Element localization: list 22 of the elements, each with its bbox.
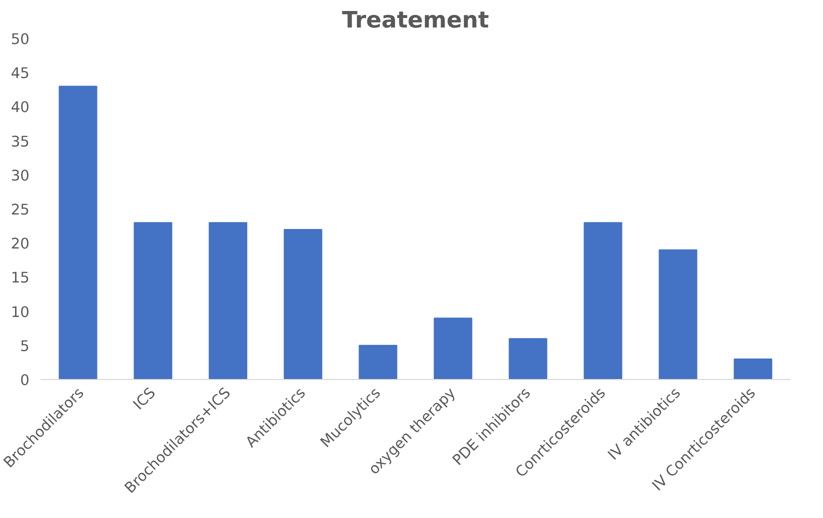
bar [658,249,698,380]
bar [358,344,398,380]
bar [508,338,548,380]
y-tick-label: 0 [20,372,30,389]
bar [208,222,248,380]
y-tick-label: 35 [10,133,30,150]
bar [134,222,172,380]
bar [584,222,622,380]
y-tick-label: 25 [10,202,30,218]
bar [434,318,472,380]
y-tick-label: 5 [20,338,30,355]
y-tick-label: 50 [10,31,30,48]
bar [734,358,772,380]
bar [58,86,98,380]
y-tick-label: 45 [10,65,30,82]
y-tick-label: 20 [10,236,30,253]
y-tick-label: 40 [10,99,30,116]
bar [284,228,322,380]
chart-title: Treatement [342,8,490,34]
y-tick-label: 30 [10,167,30,184]
y-tick-label: 15 [10,270,30,287]
y-tick-label: 10 [10,304,30,321]
